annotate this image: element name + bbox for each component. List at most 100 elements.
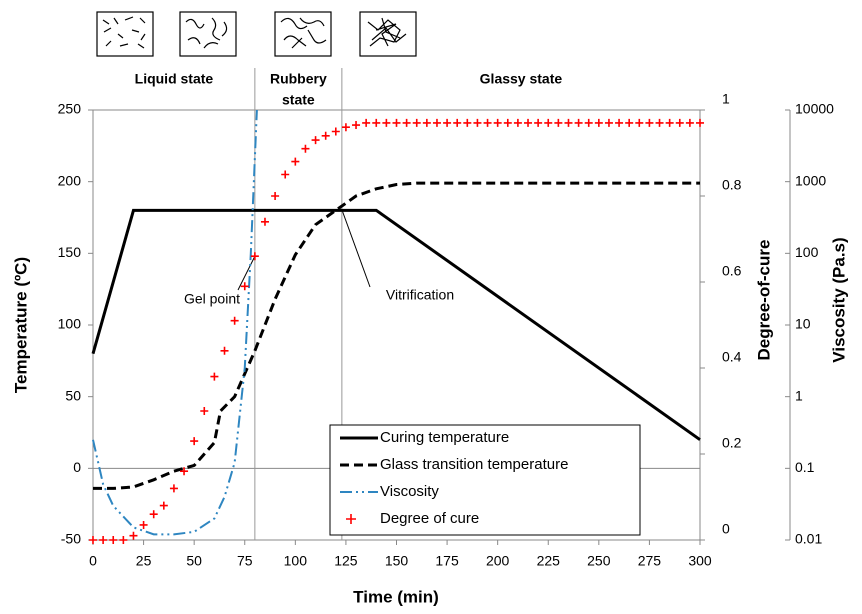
marker bbox=[594, 118, 603, 127]
marker bbox=[99, 536, 108, 544]
legend: Curing temperature Glass transition tempe… bbox=[329, 424, 641, 536]
y-tick-label: 250 bbox=[58, 101, 82, 117]
region-label: state bbox=[282, 92, 315, 108]
x-tick-label: 275 bbox=[638, 553, 662, 569]
marker bbox=[119, 536, 128, 544]
x-tick-label: 75 bbox=[237, 553, 253, 569]
y-tick-label: 50 bbox=[65, 387, 81, 403]
series-line bbox=[92, 109, 258, 536]
y2-tick-label: 0.4 bbox=[722, 349, 742, 365]
marker bbox=[503, 118, 512, 127]
marker bbox=[696, 118, 704, 127]
y2-axis-title: Degree-of-cure bbox=[754, 240, 773, 361]
marker bbox=[89, 536, 97, 544]
marker bbox=[281, 170, 290, 179]
marker bbox=[554, 118, 563, 127]
x-tick-label: 100 bbox=[284, 553, 308, 569]
marker bbox=[301, 144, 310, 153]
annotation-arrow bbox=[237, 255, 256, 291]
y-tick-label: 0 bbox=[73, 459, 81, 475]
marker bbox=[220, 346, 229, 355]
marker bbox=[291, 157, 300, 166]
annotation-arrow bbox=[341, 209, 371, 288]
marker bbox=[240, 282, 249, 291]
marker bbox=[635, 118, 644, 127]
marker bbox=[382, 118, 391, 127]
marker bbox=[190, 437, 199, 446]
y3-tick-label: 10000 bbox=[795, 101, 834, 117]
series-line bbox=[91, 208, 701, 441]
series-line bbox=[93, 181, 700, 490]
legend-label: Viscosity bbox=[380, 483, 439, 500]
annotation: Gel point bbox=[184, 291, 240, 307]
marker bbox=[250, 252, 259, 261]
y3-tick-label: 10 bbox=[795, 316, 811, 332]
legend-box bbox=[329, 424, 641, 536]
marker bbox=[412, 118, 421, 127]
x-tick-label: 175 bbox=[435, 553, 459, 569]
x-tick-label: 125 bbox=[334, 553, 358, 569]
marker bbox=[362, 118, 371, 127]
region-label: Rubbery bbox=[270, 71, 327, 87]
marker bbox=[564, 118, 573, 127]
legend-label: Curing temperature bbox=[380, 429, 509, 446]
y3-tick-label: 1000 bbox=[795, 172, 826, 188]
marker bbox=[513, 118, 522, 127]
y3-tick-label: 1 bbox=[795, 387, 803, 403]
marker bbox=[260, 217, 269, 226]
marker bbox=[402, 118, 411, 127]
marker bbox=[544, 118, 553, 127]
x-tick-label: 300 bbox=[688, 553, 712, 569]
marker bbox=[655, 118, 664, 127]
marker bbox=[321, 131, 330, 140]
x-axis-title: Time (min) bbox=[353, 587, 439, 606]
y2-tick-label: 0 bbox=[722, 521, 730, 537]
marker bbox=[645, 118, 654, 127]
marker bbox=[372, 118, 381, 127]
marker bbox=[675, 118, 684, 127]
marker bbox=[392, 118, 401, 127]
y2-tick-label: 0.2 bbox=[722, 435, 742, 451]
y-tick-label: 150 bbox=[58, 244, 82, 260]
marker bbox=[271, 192, 280, 200]
marker bbox=[149, 510, 158, 519]
marker bbox=[453, 118, 462, 127]
marker bbox=[210, 372, 219, 381]
marker bbox=[180, 467, 189, 476]
y2-tick-label: 0.6 bbox=[722, 263, 742, 279]
marker bbox=[352, 121, 361, 130]
marker bbox=[169, 484, 178, 493]
marker bbox=[604, 118, 613, 127]
x-tick-label: 225 bbox=[537, 553, 561, 569]
marker bbox=[665, 118, 674, 127]
marker bbox=[524, 118, 533, 127]
marker bbox=[341, 123, 350, 132]
legend-label: Degree of cure bbox=[380, 510, 479, 527]
y-axis-title: Temperature (ºC) bbox=[11, 257, 30, 393]
legend-swatch bbox=[346, 514, 356, 524]
marker bbox=[625, 118, 634, 127]
marker bbox=[463, 118, 472, 127]
marker bbox=[443, 118, 452, 127]
marker bbox=[493, 118, 502, 127]
y2-tick-label: 0.8 bbox=[722, 177, 742, 193]
marker bbox=[200, 407, 209, 415]
x-tick-label: 150 bbox=[385, 553, 409, 569]
marker bbox=[159, 501, 168, 510]
marker bbox=[311, 136, 320, 145]
legend-label: Glass transition temperature bbox=[380, 456, 568, 473]
marker bbox=[129, 531, 138, 540]
marker bbox=[473, 118, 482, 127]
marker bbox=[331, 127, 340, 136]
y-tick-label: -50 bbox=[61, 531, 81, 547]
marker bbox=[230, 316, 239, 325]
marker bbox=[483, 118, 492, 127]
x-tick-label: 200 bbox=[486, 553, 510, 569]
marker bbox=[109, 536, 118, 544]
marker bbox=[584, 118, 593, 127]
x-tick-label: 25 bbox=[136, 553, 152, 569]
y3-tick-label: 0.01 bbox=[795, 531, 822, 547]
x-tick-label: 0 bbox=[89, 553, 97, 569]
x-tick-label: 250 bbox=[587, 553, 611, 569]
